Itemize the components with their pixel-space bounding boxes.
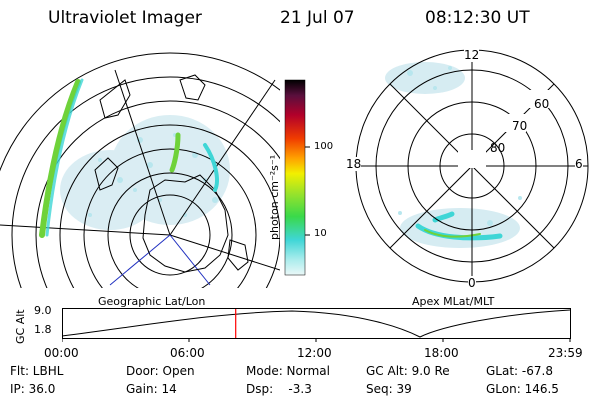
app-title: Ultraviolet Imager — [48, 8, 202, 28]
polar-lat-70: 70 — [512, 119, 528, 133]
polar-lat-60: 60 — [534, 97, 550, 111]
info-glon: GLon: 146.5 — [486, 382, 559, 396]
altitude-xtick-2: 12:00 — [297, 346, 332, 360]
polar-lat-80: 80 — [490, 141, 506, 155]
geographic-map — [0, 52, 280, 288]
polar-mlt-18: 18 — [346, 157, 362, 171]
info-seq: Seq: 39 — [366, 382, 412, 396]
polar-plot-label: Apex MLat/MLT — [412, 295, 495, 308]
time-label: 08:12:30 UT — [425, 8, 530, 28]
altitude-xtick-4: 23:59 — [548, 346, 583, 360]
altitude-ytick-low: 1.8 — [34, 323, 52, 336]
polar-plot — [355, 49, 589, 283]
info-ip: IP: 36.0 — [10, 382, 56, 396]
info-filter: Flt: LBHL — [10, 364, 64, 378]
info-gc-alt: GC Alt: 9.0 Re — [366, 364, 450, 378]
polar-mlt-0: 0 — [468, 276, 476, 290]
altitude-ytick-high: 9.0 — [34, 304, 52, 317]
info-door: Door: Open — [126, 364, 195, 378]
info-glat: GLat: -67.8 — [486, 364, 553, 378]
info-gain: Gain: 14 — [126, 382, 177, 396]
altitude-xtick-3: 18:00 — [424, 346, 459, 360]
info-dsp: Dsp: -3.3 — [246, 382, 312, 396]
altitude-xtick-0: 00:00 — [44, 346, 79, 360]
colorbar-tick-10: 10 — [314, 228, 327, 239]
colorbar-tick-100: 100 — [314, 141, 334, 152]
date-label: 21 Jul 07 — [280, 8, 355, 28]
geo-plot-label: Geographic Lat/Lon — [98, 295, 206, 308]
altitude-xtick-1: 06:00 — [170, 346, 205, 360]
colorbar-unit-label: photon cm⁻²s⁻¹ — [268, 154, 281, 240]
info-mode: Mode: Normal — [246, 364, 330, 378]
altitude-ylabel: GC Alt — [14, 309, 27, 344]
polar-mlt-6: 6 — [575, 157, 583, 171]
colorbar — [284, 79, 310, 276]
polar-mlt-12: 12 — [464, 48, 480, 62]
altitude-plot — [62, 308, 571, 342]
